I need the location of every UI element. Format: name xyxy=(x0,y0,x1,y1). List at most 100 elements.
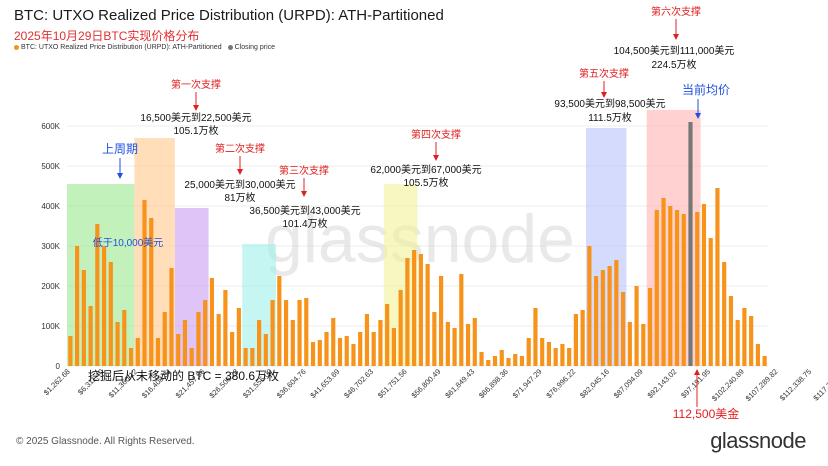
urpd-bar xyxy=(519,356,525,366)
x-tick-label: $51,751.56 xyxy=(376,367,409,400)
x-tick-label: $112,338.75 xyxy=(778,367,813,402)
y-tick-label: 200K xyxy=(41,282,60,291)
urpd-bar xyxy=(634,286,639,366)
bar-series xyxy=(68,122,767,366)
urpd-bar xyxy=(310,342,316,366)
y-tick-label: 500K xyxy=(41,162,60,171)
urpd-bar xyxy=(749,316,754,366)
x-tick-label: $76,996.22 xyxy=(544,367,577,400)
x-tick-label: $66,898.36 xyxy=(477,367,510,400)
urpd-bar xyxy=(196,312,201,366)
urpd-bar xyxy=(176,334,181,366)
support6-title: 第六次支撑 xyxy=(651,5,701,18)
urpd-bar xyxy=(620,292,626,366)
urpd-bar xyxy=(715,188,720,366)
urpd-bar xyxy=(418,254,423,366)
x-tick-label: $41,653.69 xyxy=(308,367,341,400)
urpd-bar xyxy=(95,224,100,366)
urpd-bar xyxy=(722,262,727,366)
support6-amount: 224.5万枚 xyxy=(651,58,696,71)
x-tick-label: $61,849.43 xyxy=(443,367,476,400)
x-tick-label: $107,289.82 xyxy=(744,367,780,403)
x-tick-label: $102,240.89 xyxy=(710,367,746,403)
y-tick-label: 400K xyxy=(41,202,60,211)
urpd-bar xyxy=(708,238,713,366)
urpd-bar xyxy=(337,338,343,366)
urpd-bar xyxy=(351,344,356,366)
urpd-bar xyxy=(270,300,275,366)
support1-title: 第一次支撑 xyxy=(171,78,221,91)
urpd-bar xyxy=(283,300,289,366)
urpd-bar xyxy=(540,338,545,366)
y-tick-label: 600K xyxy=(41,122,60,131)
urpd-bar xyxy=(128,348,134,366)
urpd-bar xyxy=(755,344,760,366)
urpd-bar xyxy=(358,332,363,366)
urpd-bar xyxy=(263,334,268,366)
urpd-bar xyxy=(317,340,322,366)
urpd-bar xyxy=(580,310,585,366)
urpd-bar xyxy=(75,246,80,366)
glassnode-logo: glassnode xyxy=(710,428,806,453)
support5-range: 93,500美元到98,500美元 xyxy=(554,97,665,110)
annotations: 上周期 低于10,000美元 第一次支撑 16,500美元到22,500美元 1… xyxy=(88,5,739,421)
urpd-bar xyxy=(668,206,673,366)
support-zone xyxy=(134,138,175,366)
support1-range: 16,500美元到22,500美元 xyxy=(140,111,251,124)
prev-cycle-label: 上周期 xyxy=(102,142,138,156)
urpd-bar xyxy=(479,352,484,366)
urpd-bar xyxy=(526,338,531,366)
urpd-bar xyxy=(385,304,390,366)
urpd-bar xyxy=(533,308,538,366)
x-tick-label: $87,094.09 xyxy=(612,367,645,400)
urpd-bar xyxy=(378,320,383,366)
chart-subtitle: 2025年10月29日BTC实现价格分布 xyxy=(14,29,200,43)
urpd-bar xyxy=(223,290,228,366)
urpd-bar xyxy=(331,318,336,366)
urpd-bar xyxy=(654,210,659,366)
urpd-bar xyxy=(661,198,666,366)
unmoved-btc-label: 挖掘后从未移动的 BTC = 380.6万枚 xyxy=(88,368,279,383)
urpd-bar xyxy=(742,308,747,366)
y-tick-label: 100K xyxy=(41,322,60,331)
urpd-bar xyxy=(68,336,73,366)
legend-entry-closing: Closing price xyxy=(227,44,276,51)
urpd-bar xyxy=(189,348,194,366)
chart-legend: BTC: UTXO Realized Price Distribution (U… xyxy=(14,44,275,51)
legend-label-closing: Closing price xyxy=(234,44,276,51)
urpd-bar xyxy=(674,210,680,366)
urpd-bar xyxy=(142,200,147,366)
support4-amount: 105.5万枚 xyxy=(403,176,448,189)
urpd-bar xyxy=(681,214,686,366)
urpd-bar xyxy=(250,348,255,366)
urpd-bar xyxy=(587,246,592,366)
current-avg-label: 当前均价 xyxy=(682,82,730,97)
x-tick-label: $82,045.16 xyxy=(578,367,611,400)
x-tick-label: $71,947.29 xyxy=(511,367,544,400)
urpd-bar xyxy=(81,270,86,366)
urpd-bar xyxy=(230,332,235,366)
urpd-bar xyxy=(297,300,302,366)
urpd-bar xyxy=(277,276,282,366)
support3-range: 36,500美元到43,000美元 xyxy=(249,204,360,217)
urpd-bar xyxy=(236,308,241,366)
urpd-bar xyxy=(243,348,248,366)
urpd-bar xyxy=(203,300,208,366)
urpd-bar xyxy=(762,356,767,366)
urpd-bar xyxy=(445,322,450,366)
urpd-bar xyxy=(391,328,396,366)
urpd-bar xyxy=(600,270,605,366)
urpd-bar xyxy=(452,328,457,366)
urpd-bar xyxy=(492,356,498,366)
urpd-bar xyxy=(735,320,740,366)
urpd-bar xyxy=(641,324,646,366)
y-axis: 0 100K 200K 300K 400K 500K 600K xyxy=(41,122,60,371)
legend-dot-closing xyxy=(227,44,233,50)
urpd-bar xyxy=(573,314,578,366)
x-tick-label: $46,702.63 xyxy=(342,367,375,400)
urpd-bar xyxy=(182,320,188,366)
legend-label-urpd: BTC: UTXO Realized Price Distribution (U… xyxy=(21,44,222,51)
y-tick-label: 300K xyxy=(41,242,60,251)
urpd-bar xyxy=(513,354,518,366)
